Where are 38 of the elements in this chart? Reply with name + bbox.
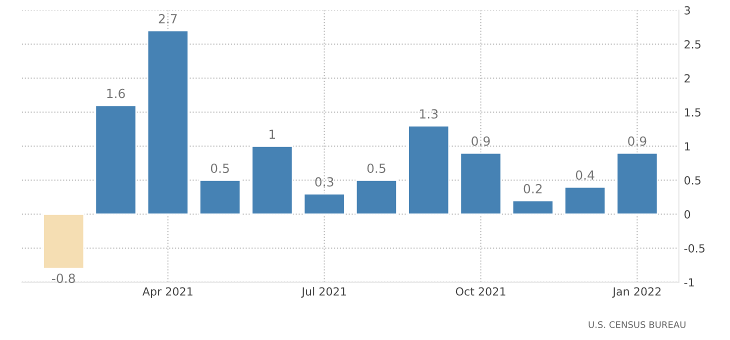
y-tick-label: 1.5 <box>684 108 700 117</box>
y-tick-label: 2.5 <box>684 40 700 49</box>
bar <box>616 152 658 215</box>
data-label: 0.4 <box>576 170 594 180</box>
bar <box>408 125 450 215</box>
bar <box>146 30 189 215</box>
y-tick-label: 1 <box>684 142 690 150</box>
bar <box>355 180 398 215</box>
data-label: 1.6 <box>107 88 125 98</box>
x-tick-label: Jan 2022 <box>612 287 661 298</box>
x-tick-label: Apr 2021 <box>142 287 192 298</box>
bar <box>199 180 242 215</box>
bar <box>251 146 294 215</box>
data-label: 0.2 <box>524 184 542 194</box>
data-label: 0.3 <box>315 177 334 187</box>
x-tick-label: Oct 2021 <box>456 287 506 296</box>
data-label: 0.5 <box>210 164 229 174</box>
bar <box>512 200 554 215</box>
data-label: 1.3 <box>420 109 438 119</box>
bar <box>94 104 137 215</box>
data-label: 0.5 <box>367 164 386 174</box>
data-label: 1 <box>270 130 276 139</box>
y-tick-label: 3 <box>684 6 690 15</box>
x-tick-label: Jul 2021 <box>301 287 346 298</box>
bar <box>42 214 85 270</box>
bar <box>303 193 346 215</box>
data-label: 0.9 <box>628 136 646 146</box>
y-tick-label: 0 <box>684 210 690 219</box>
y-tick-label: -0.5 <box>684 244 704 253</box>
bar <box>564 186 606 215</box>
bar <box>460 152 502 215</box>
y-tick-label: 2 <box>684 74 690 82</box>
data-label: -0.8 <box>52 274 75 284</box>
text: U.S. CENSUS BUREAU <box>588 321 686 328</box>
data-label: 0.9 <box>472 136 490 146</box>
data-label: 2.7 <box>158 14 177 24</box>
y-tick-label: -1 <box>684 278 694 286</box>
y-tick-label: 0.5 <box>684 176 700 185</box>
